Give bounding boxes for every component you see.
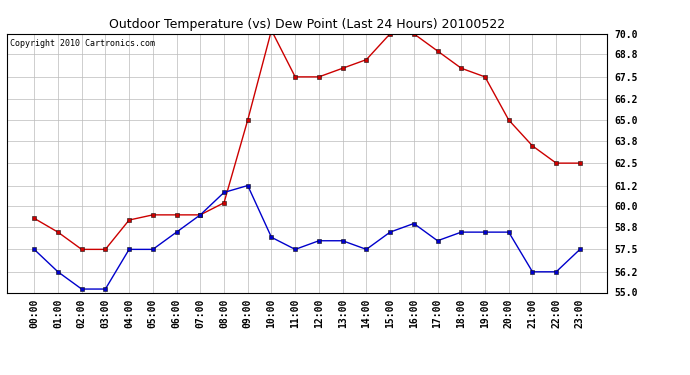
Text: Copyright 2010 Cartronics.com: Copyright 2010 Cartronics.com xyxy=(10,39,155,48)
Title: Outdoor Temperature (vs) Dew Point (Last 24 Hours) 20100522: Outdoor Temperature (vs) Dew Point (Last… xyxy=(109,18,505,31)
